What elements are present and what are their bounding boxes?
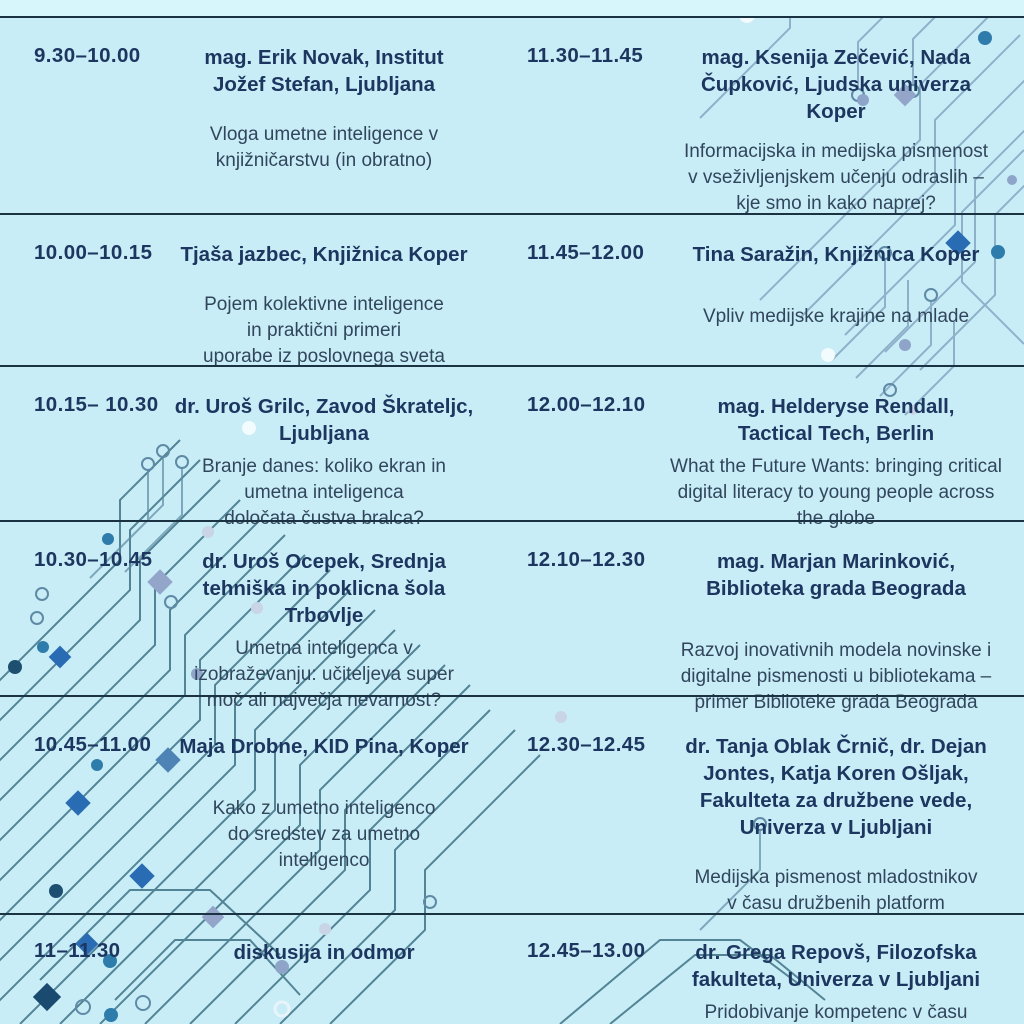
session-time: 12.00–12.10 bbox=[527, 393, 646, 416]
talk-title: Kako z umetno inteligenco do sredstev za… bbox=[212, 798, 436, 871]
talk-title: Medijska pismenost mladostnikov v času d… bbox=[694, 867, 978, 915]
speaker-name: Tjaša jazbec, Knjižnica Koper bbox=[180, 243, 468, 266]
session-time: 11–11.30 bbox=[34, 939, 121, 962]
talk-title: Vloga umetne inteligence v knjižničarstv… bbox=[209, 124, 439, 171]
talk-title: Branje danes: koliko ekran in umetna int… bbox=[202, 456, 446, 529]
session-content: diskusija in odmor bbox=[150, 939, 512, 1024]
session-content: mag. Erik Novak, Institut Jožef Stefan, … bbox=[150, 44, 512, 213]
session-content: Tjaša jazbec, Knjižnica Koper Pojem kole… bbox=[150, 241, 512, 367]
speaker-name: dr. Grega Repovš, Filozofska fakulteta, … bbox=[691, 941, 981, 992]
talk-title: Razvoj inovativnih modela novinske i dig… bbox=[680, 640, 992, 713]
session-time: 11.30–11.45 bbox=[527, 44, 644, 67]
session-time: 10.00–10.15 bbox=[34, 241, 153, 264]
session-content: mag. Marjan Marinković, Biblioteka grada… bbox=[662, 548, 1024, 713]
speaker-name: dr. Tanja Oblak Črnič, dr. Dejan Jontes,… bbox=[685, 735, 987, 840]
session-time: 12.10–12.30 bbox=[527, 548, 646, 571]
top-band bbox=[0, 0, 1024, 16]
session-cell: 10.45–11.00 Maja Drobne, KID Pina, Koper… bbox=[0, 733, 512, 913]
speaker-name: Tina Saražin, Knjižnica Koper bbox=[692, 243, 980, 266]
speaker-name: diskusija in odmor bbox=[233, 941, 415, 964]
session-cell: 10.00–10.15 Tjaša jazbec, Knjižnica Kope… bbox=[0, 241, 512, 367]
session-cell: 12.00–12.10 mag. Helderyse Rendall, Tact… bbox=[512, 393, 1024, 529]
session-content: dr. Uroš Grilc, Zavod Škrateljc, Ljublja… bbox=[150, 393, 512, 529]
session-cell: 12.30–12.45 dr. Tanja Oblak Črnič, dr. D… bbox=[512, 733, 1024, 914]
session-row: 11–11.30 diskusija in odmor 12.45–13.00 … bbox=[0, 913, 1024, 1024]
speaker-name: Maja Drobne, KID Pina, Koper bbox=[179, 735, 469, 758]
speaker-name: mag. Erik Novak, Institut Jožef Stefan, … bbox=[204, 46, 444, 97]
session-row: 10.00–10.15 Tjaša jazbec, Knjižnica Kope… bbox=[0, 213, 1024, 367]
speaker-name: mag. Helderyse Rendall, Tactical Tech, B… bbox=[717, 395, 955, 446]
session-cell: 11.30–11.45 mag. Ksenija Zečević, Nada Č… bbox=[512, 44, 1024, 214]
talk-title: Vpliv medijske krajine na mlade bbox=[702, 306, 970, 328]
session-cell: 10.15– 10.30 dr. Uroš Grilc, Zavod Škrat… bbox=[0, 393, 512, 529]
session-cell: 11–11.30 diskusija in odmor bbox=[0, 939, 512, 1024]
talk-title: Informacijska in medijska pismenost v vs… bbox=[683, 141, 989, 214]
session-cell: 11.45–12.00 Tina Saražin, Knjižnica Kope… bbox=[512, 241, 1024, 365]
session-content: Maja Drobne, KID Pina, Koper Kako z umet… bbox=[150, 733, 512, 913]
session-row: 10.15– 10.30 dr. Uroš Grilc, Zavod Škrat… bbox=[0, 365, 1024, 529]
session-time: 10.30–10.45 bbox=[34, 548, 153, 571]
session-time: 12.30–12.45 bbox=[527, 733, 646, 756]
session-content: dr. Tanja Oblak Črnič, dr. Dejan Jontes,… bbox=[662, 733, 1024, 914]
session-row: 9.30–10.00 mag. Erik Novak, Institut Jož… bbox=[0, 16, 1024, 214]
session-cell: 9.30–10.00 mag. Erik Novak, Institut Jož… bbox=[0, 44, 512, 213]
session-time: 11.45–12.00 bbox=[527, 241, 645, 264]
session-time: 9.30–10.00 bbox=[34, 44, 141, 67]
talk-title: Pridobivanje kompetenc v času bbox=[704, 1002, 968, 1024]
session-content: dr. Uroš Ocepek, Srednja tehniška in pok… bbox=[150, 548, 512, 711]
speaker-name: mag. Ksenija Zečević, Nada Čupković, Lju… bbox=[701, 46, 971, 124]
schedule-grid: 9.30–10.00 mag. Erik Novak, Institut Jož… bbox=[0, 16, 1024, 1024]
session-cell: 12.10–12.30 mag. Marjan Marinković, Bibl… bbox=[512, 548, 1024, 713]
speaker-name: dr. Uroš Grilc, Zavod Škrateljc, Ljublja… bbox=[174, 395, 474, 446]
talk-title: Pojem kolektivne inteligence in praktičn… bbox=[203, 294, 445, 367]
session-content: mag. Helderyse Rendall, Tactical Tech, B… bbox=[662, 393, 1024, 529]
session-time: 12.45–13.00 bbox=[527, 939, 646, 962]
session-cell: 12.45–13.00 dr. Grega Repovš, Filozofska… bbox=[512, 939, 1024, 1024]
session-content: Tina Saražin, Knjižnica Koper Vpliv medi… bbox=[662, 241, 1024, 365]
speaker-name: mag. Marjan Marinković, Biblioteka grada… bbox=[706, 550, 966, 601]
session-row: 10.45–11.00 Maja Drobne, KID Pina, Koper… bbox=[0, 695, 1024, 914]
talk-title: What the Future Wants: bringing critical… bbox=[670, 456, 1002, 529]
session-row: 10.30–10.45 dr. Uroš Ocepek, Srednja teh… bbox=[0, 520, 1024, 713]
session-time: 10.45–11.00 bbox=[34, 733, 152, 756]
session-content: mag. Ksenija Zečević, Nada Čupković, Lju… bbox=[662, 44, 1024, 214]
session-content: dr. Grega Repovš, Filozofska fakulteta, … bbox=[662, 939, 1024, 1024]
session-cell: 10.30–10.45 dr. Uroš Ocepek, Srednja teh… bbox=[0, 548, 512, 711]
speaker-name: dr. Uroš Ocepek, Srednja tehniška in pok… bbox=[202, 550, 446, 628]
session-time: 10.15– 10.30 bbox=[34, 393, 159, 416]
